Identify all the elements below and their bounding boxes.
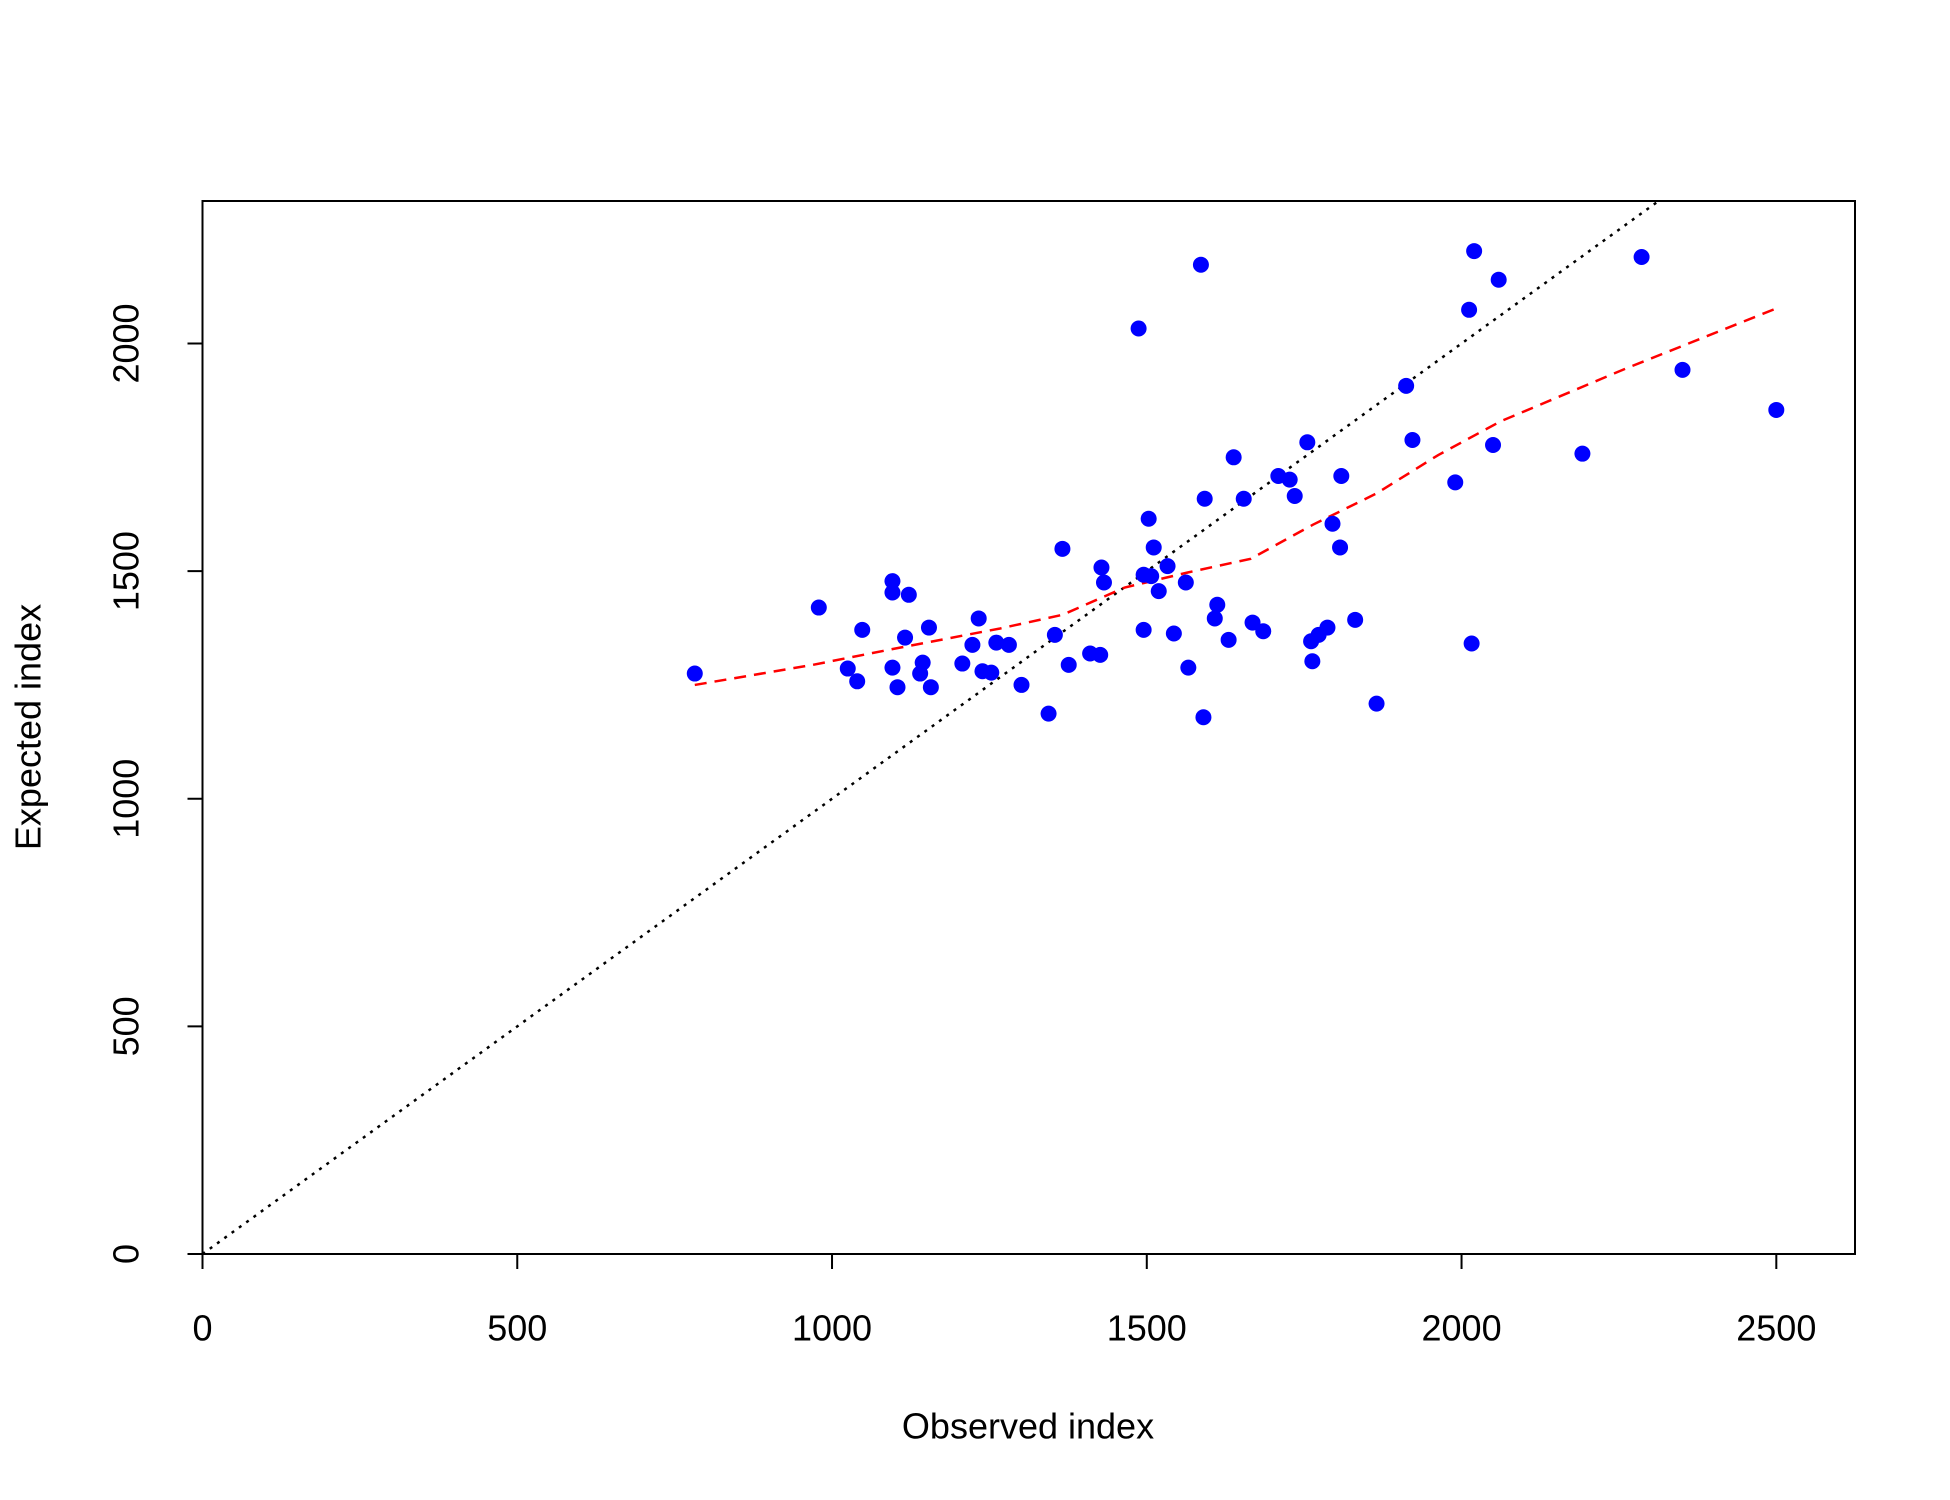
y-tick-label: 1000 <box>106 759 147 839</box>
point <box>849 673 866 690</box>
point <box>1177 574 1194 591</box>
point <box>1463 635 1480 652</box>
point <box>854 621 871 638</box>
point <box>1368 695 1385 712</box>
point <box>1674 361 1691 378</box>
point <box>884 573 901 590</box>
point <box>1324 515 1341 532</box>
point <box>1332 539 1349 556</box>
plot-box <box>201 200 1856 1255</box>
point <box>922 679 939 696</box>
point <box>964 636 981 653</box>
point <box>1347 611 1364 628</box>
point <box>1281 471 1298 488</box>
lines-layer <box>202 201 1777 1254</box>
point <box>1574 445 1591 462</box>
y-tick-label: 500 <box>106 996 147 1056</box>
trend-line <box>202 201 1660 1254</box>
point <box>1135 621 1152 638</box>
point <box>1150 583 1167 600</box>
point <box>1299 434 1316 451</box>
point <box>1180 659 1197 676</box>
point <box>1333 467 1350 484</box>
point <box>1220 631 1237 648</box>
point <box>1040 705 1057 722</box>
point <box>1404 432 1421 449</box>
point <box>1130 320 1147 337</box>
point <box>983 664 1000 681</box>
point <box>1143 568 1160 585</box>
point <box>1466 243 1483 260</box>
point <box>1633 248 1650 265</box>
point <box>1000 636 1017 653</box>
point <box>920 619 937 636</box>
x-tick-label: 2000 <box>1422 1308 1502 1349</box>
point <box>1093 559 1110 576</box>
point <box>1225 449 1242 466</box>
point <box>1490 271 1507 288</box>
point <box>900 586 917 603</box>
point <box>1060 656 1077 673</box>
point <box>1046 626 1063 643</box>
point <box>954 655 971 672</box>
point <box>1244 614 1261 631</box>
point <box>1092 646 1109 663</box>
point <box>914 654 931 671</box>
point <box>686 665 703 682</box>
point <box>1206 610 1223 627</box>
point <box>884 659 901 676</box>
point <box>1255 623 1272 640</box>
point <box>1095 574 1112 591</box>
point <box>839 660 856 677</box>
point <box>1140 510 1157 527</box>
point <box>1485 437 1502 454</box>
point <box>1196 490 1213 507</box>
x-tick-label: 1000 <box>792 1308 872 1349</box>
point <box>1768 401 1785 418</box>
y-tick-label: 2000 <box>106 303 147 383</box>
point <box>1054 540 1071 557</box>
point <box>1195 709 1212 726</box>
x-axis-label: Observed index <box>902 1406 1154 1447</box>
point <box>1398 377 1415 394</box>
point <box>1447 474 1464 491</box>
point <box>1235 490 1252 507</box>
point <box>1192 256 1209 273</box>
point <box>1286 488 1303 505</box>
point <box>1013 676 1030 693</box>
point <box>1461 301 1478 318</box>
point <box>970 610 987 627</box>
trend-line <box>694 307 1777 687</box>
point <box>1159 558 1176 575</box>
y-tick-label: 1500 <box>106 531 147 611</box>
x-tick-label: 500 <box>487 1308 547 1349</box>
point <box>1165 625 1182 642</box>
y-axis-label: Expected index <box>8 604 49 850</box>
y-tick-label: 0 <box>106 1244 147 1264</box>
point <box>1145 539 1162 556</box>
x-tick-label: 1500 <box>1107 1308 1187 1349</box>
point <box>897 629 914 646</box>
x-tick-label: 2500 <box>1736 1308 1816 1349</box>
point <box>810 599 827 616</box>
x-tick-label: 0 <box>192 1308 212 1349</box>
point <box>1304 653 1321 670</box>
point <box>889 679 906 696</box>
point <box>884 584 901 601</box>
point <box>1319 619 1336 636</box>
point <box>1209 596 1226 613</box>
point <box>988 634 1005 651</box>
